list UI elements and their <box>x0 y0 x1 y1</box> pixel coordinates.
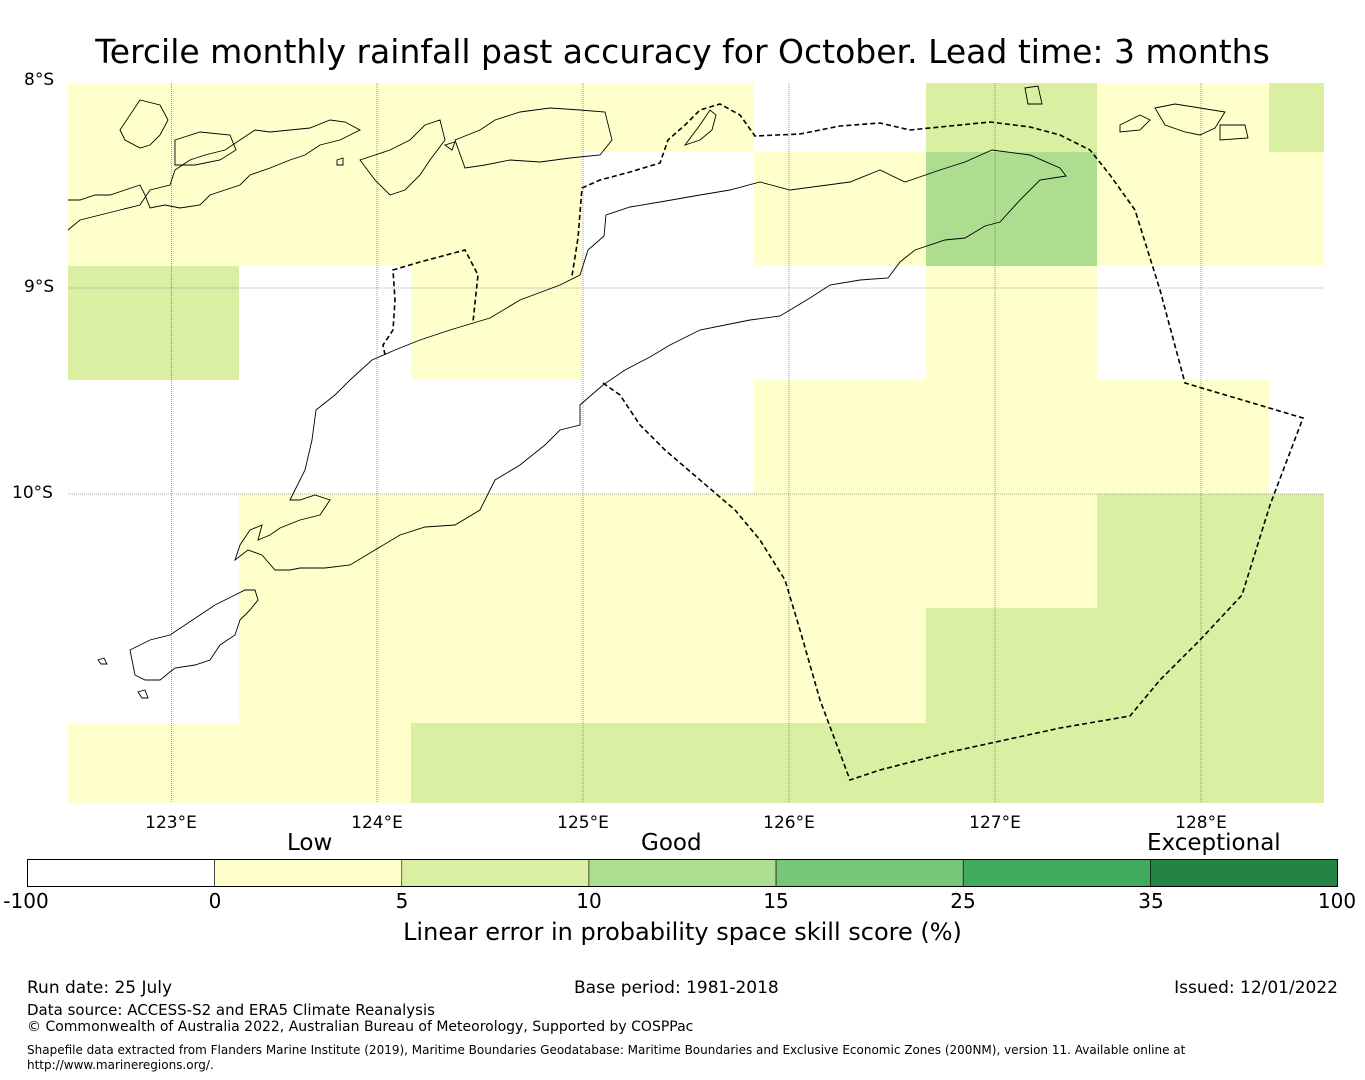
grid-cell <box>1097 83 1269 152</box>
lat-label: 9°S <box>24 277 55 297</box>
island-coast <box>1119 114 1151 133</box>
island-coast <box>336 157 344 166</box>
island-coast <box>1024 85 1043 105</box>
grid-cell <box>1269 83 1324 152</box>
grid-cell <box>754 380 1269 494</box>
lat-label: 10°S <box>12 483 53 503</box>
island-coast <box>683 109 717 146</box>
colorbar-tick: 35 <box>1138 889 1164 913</box>
maritime-boundaries <box>382 103 1305 782</box>
island-coast <box>443 141 456 151</box>
grid-cell <box>411 723 1324 803</box>
colorbar-tick: 0 <box>208 889 222 913</box>
eez-boundary-east <box>571 103 1305 782</box>
colorbar-segment <box>775 859 964 887</box>
grid-cell <box>68 266 239 380</box>
graticule <box>68 83 1324 803</box>
grid-cell <box>1097 152 1324 266</box>
lon-label: 128°E <box>1175 813 1227 833</box>
category-label-exceptional: Exceptional <box>1147 830 1281 856</box>
colorbar-tick: -100 <box>3 889 49 913</box>
lon-label: 123°E <box>145 813 197 833</box>
island-coast <box>174 131 237 166</box>
island-coast <box>359 119 446 196</box>
island-coast <box>137 689 149 699</box>
grid-cell <box>926 83 1097 152</box>
colorbar-segment <box>401 859 590 887</box>
coastlines <box>67 85 1249 699</box>
grid-cell <box>926 266 1097 380</box>
shapefile-credit: Shapefile data extracted from Flanders M… <box>27 1043 1186 1072</box>
colorbar-segment <box>588 859 777 887</box>
copyright: © Commonwealth of Australia 2022, Austra… <box>27 1019 694 1035</box>
grid-cell <box>239 494 1097 608</box>
skill-score-map <box>67 83 1324 803</box>
map-title: Tercile monthly rainfall past accuracy f… <box>95 32 1270 71</box>
colorbar-tick: 15 <box>763 889 789 913</box>
island-coast <box>1154 103 1226 136</box>
grid-cell <box>68 83 754 152</box>
colorbar-tick: 100 <box>1317 889 1357 913</box>
run-date: Run date: 25 July <box>27 978 173 998</box>
grid-cell <box>239 608 926 723</box>
lat-label: 8°S <box>24 70 55 90</box>
category-label-low: Low <box>287 830 333 856</box>
lon-label: 126°E <box>763 813 815 833</box>
colorbar-segment <box>27 859 215 887</box>
island-coast <box>119 99 169 149</box>
grid-cell <box>1097 494 1324 608</box>
timor-coast <box>234 149 1067 571</box>
category-label-good: Good <box>641 830 702 856</box>
island-coast <box>97 657 108 665</box>
colorbar-segment <box>1150 859 1338 887</box>
lon-label: 127°E <box>969 813 1021 833</box>
island-coast <box>454 107 613 169</box>
base-period: Base period: 1981-2018 <box>574 978 779 998</box>
grid-cell <box>68 152 582 266</box>
data-source: Data source: ACCESS-S2 and ERA5 Climate … <box>27 1001 435 1019</box>
skill-grid <box>68 83 1324 803</box>
colorbar-title: Linear error in probability space skill … <box>403 918 962 946</box>
grid-cell <box>926 608 1324 723</box>
island-coast <box>129 589 259 681</box>
eez-boundary-oecusse <box>382 249 479 356</box>
alor-coast <box>67 119 361 231</box>
issued-date: Issued: 12/01/2022 <box>1174 978 1338 998</box>
grid-cell <box>411 266 582 380</box>
grid-cell <box>68 723 411 803</box>
colorbar-segments <box>27 859 1338 887</box>
colorbar-segment <box>962 859 1151 887</box>
colorbar-segment <box>214 859 403 887</box>
colorbar-tick: 25 <box>950 889 976 913</box>
grid-cell <box>754 152 926 266</box>
colorbar-tick: 5 <box>395 889 409 913</box>
colorbar-tick: 10 <box>576 889 602 913</box>
lon-label: 124°E <box>351 813 403 833</box>
lon-label: 125°E <box>557 813 609 833</box>
island-coast <box>1219 124 1249 141</box>
